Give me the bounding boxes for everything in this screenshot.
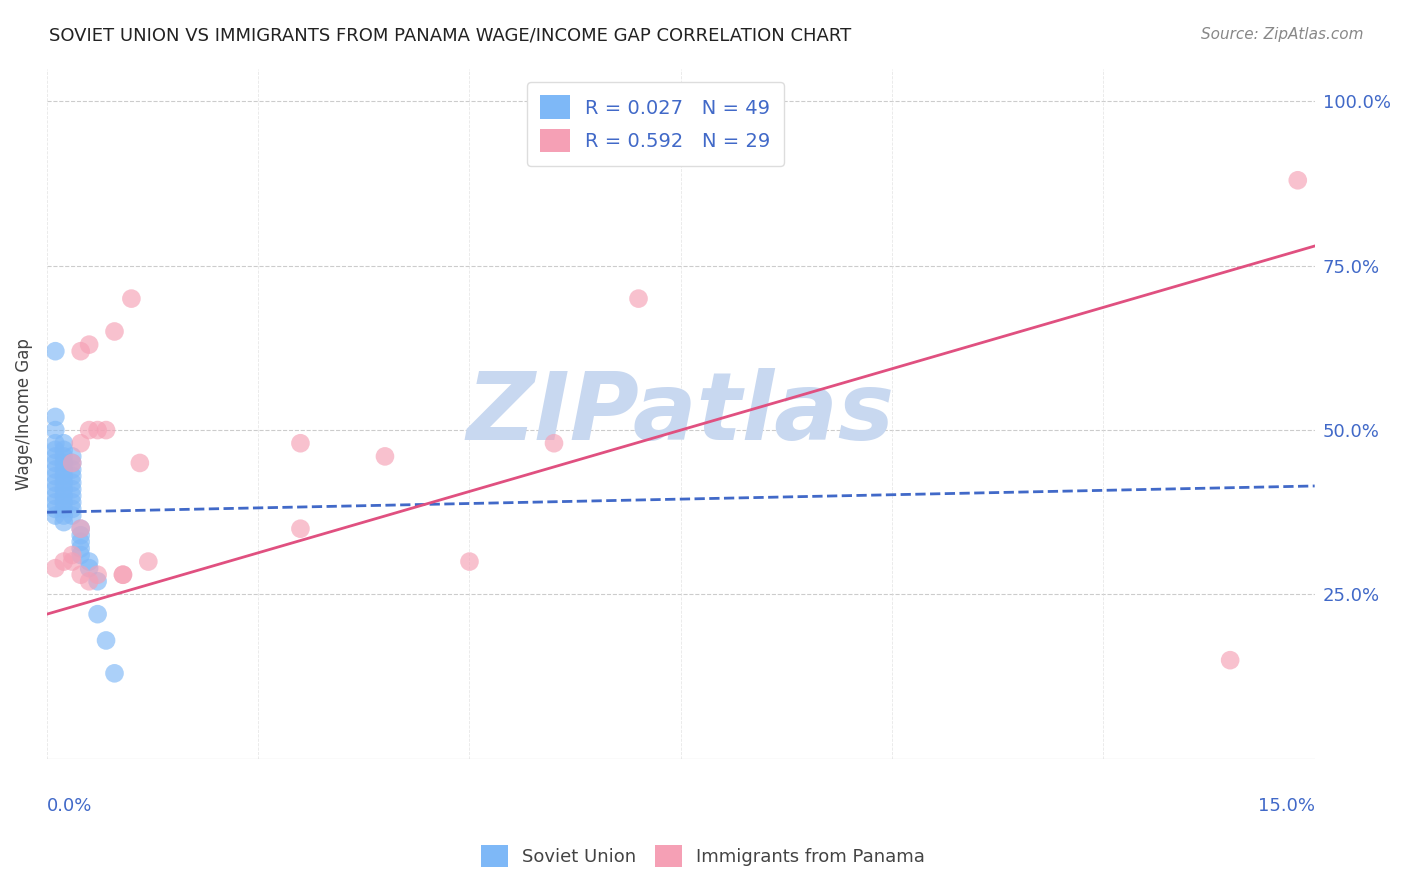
Point — [60, 462, 83, 476]
Point — [52, 508, 75, 523]
Point — [52, 495, 75, 509]
Point — [77, 574, 100, 589]
Point — [44, 436, 66, 450]
Point — [60, 456, 83, 470]
Point — [60, 450, 83, 464]
Point — [52, 469, 75, 483]
Point — [60, 482, 83, 496]
Point — [60, 502, 83, 516]
Point — [60, 469, 83, 483]
Point — [44, 423, 66, 437]
Point — [52, 482, 75, 496]
Point — [52, 555, 75, 569]
Point — [1219, 653, 1241, 667]
Point — [1286, 173, 1309, 187]
Point — [60, 456, 83, 470]
Point — [94, 633, 117, 648]
Point — [69, 344, 91, 359]
Point — [120, 292, 142, 306]
Point — [44, 469, 66, 483]
Point — [44, 561, 66, 575]
Point — [60, 548, 83, 562]
Point — [44, 442, 66, 457]
Point — [77, 337, 100, 351]
Point — [627, 292, 650, 306]
Point — [86, 607, 108, 622]
Point — [111, 567, 134, 582]
Point — [69, 541, 91, 556]
Point — [136, 555, 159, 569]
Point — [69, 534, 91, 549]
Point — [69, 528, 91, 542]
Point — [44, 508, 66, 523]
Point — [60, 508, 83, 523]
Point — [86, 567, 108, 582]
Point — [52, 442, 75, 457]
Point — [60, 475, 83, 490]
Legend: Soviet Union, Immigrants from Panama: Soviet Union, Immigrants from Panama — [474, 838, 932, 874]
Point — [52, 502, 75, 516]
Point — [543, 436, 565, 450]
Point — [69, 436, 91, 450]
Point — [103, 325, 125, 339]
Point — [458, 555, 481, 569]
Point — [290, 436, 312, 450]
Point — [69, 567, 91, 582]
Text: 0.0%: 0.0% — [46, 797, 93, 814]
Point — [69, 522, 91, 536]
Point — [44, 475, 66, 490]
Point — [290, 522, 312, 536]
Point — [77, 561, 100, 575]
Point — [52, 475, 75, 490]
Y-axis label: Wage/Income Gap: Wage/Income Gap — [15, 338, 32, 490]
Point — [44, 456, 66, 470]
Point — [60, 555, 83, 569]
Point — [94, 423, 117, 437]
Point — [44, 482, 66, 496]
Point — [52, 515, 75, 529]
Point — [86, 574, 108, 589]
Point — [52, 450, 75, 464]
Point — [44, 495, 66, 509]
Point — [374, 450, 396, 464]
Text: Source: ZipAtlas.com: Source: ZipAtlas.com — [1201, 27, 1364, 42]
Point — [60, 489, 83, 503]
Legend: R = 0.027   N = 49, R = 0.592   N = 29: R = 0.027 N = 49, R = 0.592 N = 29 — [527, 82, 785, 166]
Text: SOVIET UNION VS IMMIGRANTS FROM PANAMA WAGE/INCOME GAP CORRELATION CHART: SOVIET UNION VS IMMIGRANTS FROM PANAMA W… — [49, 27, 852, 45]
Point — [52, 456, 75, 470]
Text: ZIPatlas: ZIPatlas — [467, 368, 894, 459]
Text: 15.0%: 15.0% — [1257, 797, 1315, 814]
Point — [44, 344, 66, 359]
Point — [52, 489, 75, 503]
Point — [128, 456, 150, 470]
Point — [52, 462, 75, 476]
Point — [86, 423, 108, 437]
Point — [44, 409, 66, 424]
Point — [69, 522, 91, 536]
Point — [44, 502, 66, 516]
Point — [44, 450, 66, 464]
Point — [111, 567, 134, 582]
Point — [77, 555, 100, 569]
Point — [103, 666, 125, 681]
Point — [60, 495, 83, 509]
Point — [44, 462, 66, 476]
Point — [69, 548, 91, 562]
Point — [77, 423, 100, 437]
Point — [52, 436, 75, 450]
Point — [44, 489, 66, 503]
